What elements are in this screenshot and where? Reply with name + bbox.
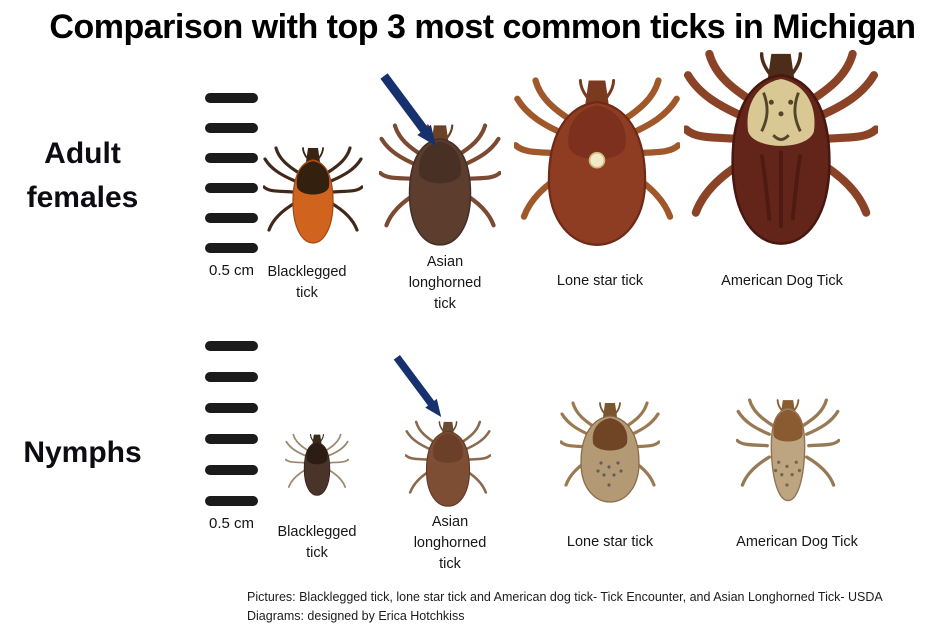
tick-label-adult-american-dog: American Dog Tick — [697, 271, 867, 292]
scale-bar — [205, 403, 258, 413]
page-title: Comparison with top 3 most common ticks … — [49, 8, 916, 46]
scale-ruler-adult: 0.5 cm — [205, 93, 258, 279]
tick-label-line: tick — [434, 296, 456, 312]
scale-bar — [205, 213, 258, 223]
tick-label-line: American Dog Tick — [721, 273, 843, 289]
row-label-line: Nymphs — [23, 436, 142, 469]
tick-label-adult-asian-longhorned: Asian longhorned tick — [360, 252, 530, 315]
row-label-line: Adult — [44, 137, 121, 170]
tick-label-line: Lone star tick — [556, 273, 644, 289]
tick-label-nymph-blacklegged: Blacklegged tick — [232, 522, 402, 564]
nymph-blacklegged-tick-image — [285, 433, 349, 504]
tick-label-line: Asian — [431, 514, 469, 530]
nymph-lone-star-tick-image — [560, 401, 660, 511]
tick-label-line: longhorned — [413, 535, 487, 551]
tick-label-line: longhorned — [408, 275, 482, 291]
tick-label-adult-blacklegged: Blacklegged tick — [222, 262, 392, 304]
credits-line-pictures: Pictures: Blacklegged tick, lone star ti… — [247, 590, 883, 604]
scale-bar — [205, 123, 258, 133]
scale-bar — [205, 341, 258, 351]
tick-label-line: Blacklegged — [277, 524, 357, 540]
adult-american-dog-tick-image — [684, 50, 878, 263]
scale-bar — [205, 372, 258, 382]
scale-bar — [205, 434, 258, 444]
pointer-arrow-nymph-asian-longhorned — [393, 355, 442, 417]
tick-label-adult-lone-star: Lone star tick — [515, 271, 685, 292]
tick-label-line: tick — [306, 545, 328, 561]
tick-label-line: American Dog Tick — [736, 534, 858, 550]
scale-ruler-nymph: 0.5 cm — [205, 341, 258, 532]
tick-label-line: tick — [296, 285, 318, 301]
scale-bar — [205, 496, 258, 506]
row-label-nymphs: Nymphs — [0, 431, 165, 475]
nymph-asian-longhorned-tick-image — [405, 420, 491, 515]
tick-label-line: Asian — [426, 254, 464, 270]
pointer-arrow-adult-asian-longhorned — [380, 73, 436, 146]
row-label-line: females — [26, 180, 139, 214]
credits: Pictures: Blacklegged tick, lone star ti… — [247, 588, 883, 627]
scale-bars — [205, 93, 258, 253]
nymph-american-dog-tick-image — [736, 398, 840, 512]
scale-bar — [205, 465, 258, 475]
scale-bar — [205, 183, 258, 193]
tick-label-line: Blacklegged — [267, 264, 347, 280]
row-label-adult-females: Adult females — [0, 132, 165, 219]
scale-label-nymph: 0.5 cm — [208, 515, 254, 532]
scale-bar — [205, 153, 258, 163]
tick-label-nymph-lone-star: Lone star tick — [525, 532, 695, 553]
scale-bar — [205, 243, 258, 253]
tick-label-nymph-american-dog: American Dog Tick — [712, 532, 882, 553]
scale-bar — [205, 93, 258, 103]
scale-bars — [205, 341, 258, 506]
credits-line-diagrams: Diagrams: designed by Erica Hotchkiss — [247, 609, 465, 624]
tick-label-line: Lone star tick — [566, 534, 654, 550]
tick-label-line: tick — [439, 556, 461, 572]
adult-lone-star-tick-image — [514, 77, 680, 260]
adult-asian-longhorned-tick-image — [379, 123, 501, 257]
adult-blacklegged-tick-image — [263, 146, 363, 256]
scale-label-adult: 0.5 cm — [208, 262, 254, 279]
tick-label-nymph-asian-longhorned: Asian longhorned tick — [365, 512, 535, 575]
